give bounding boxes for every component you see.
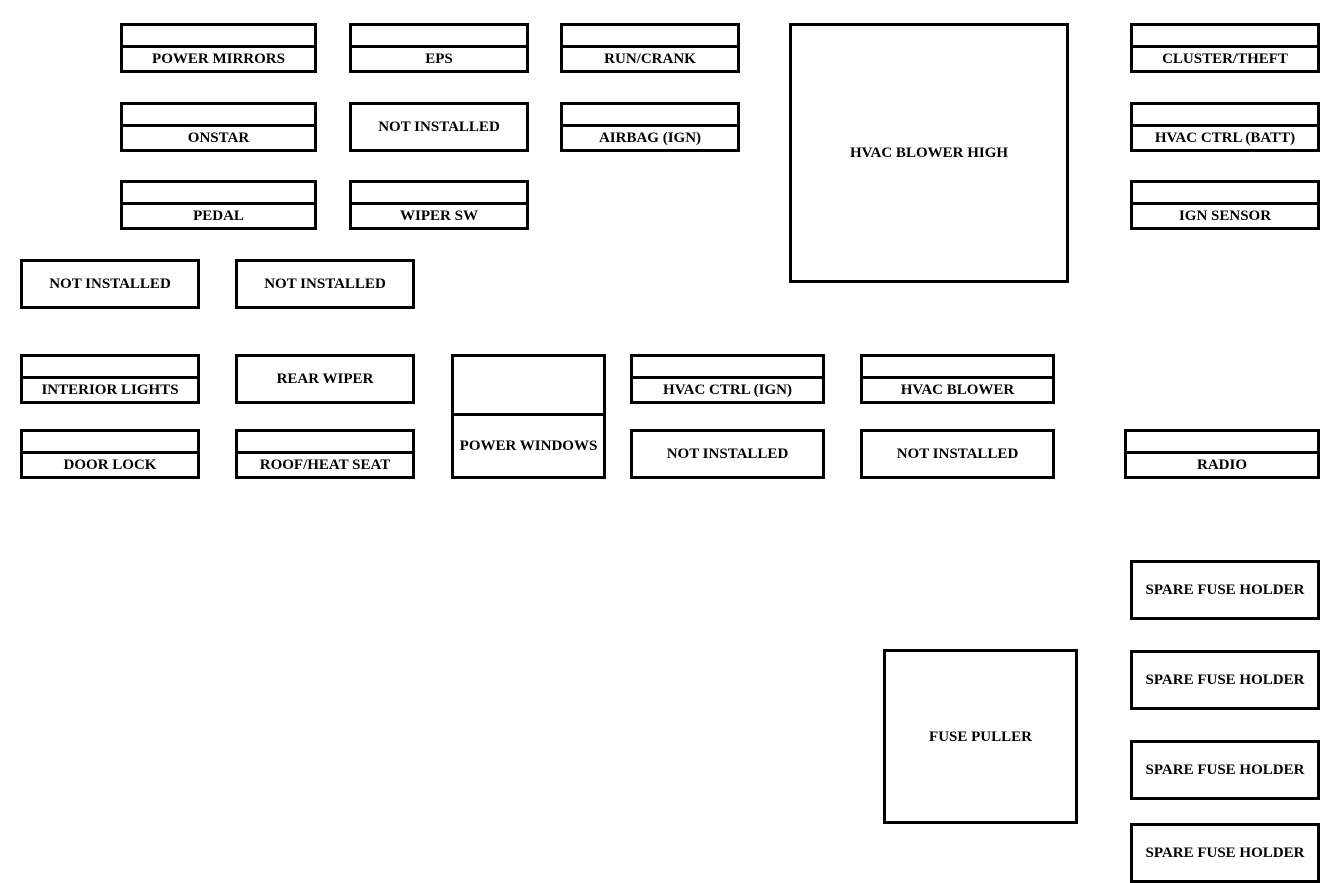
fuse-label: HVAC BLOWER	[863, 379, 1052, 402]
fuse-spare-2: SPARE FUSE HOLDER	[1130, 650, 1320, 710]
fuse-not-installed-4: NOT INSTALLED	[630, 429, 825, 479]
fuse-not-installed-1: NOT INSTALLED	[349, 102, 529, 152]
fuse-radio: RADIO	[1124, 429, 1320, 479]
fuse-slot-empty	[1133, 26, 1317, 48]
fuse-slot-empty	[23, 357, 197, 379]
fuse-spare-3: SPARE FUSE HOLDER	[1130, 740, 1320, 800]
fuse-label: CLUSTER/THEFT	[1133, 48, 1317, 71]
fuse-label: ONSTAR	[123, 127, 314, 150]
fuse-fuse-puller: FUSE PULLER	[883, 649, 1078, 824]
fuse-hvac-ctrl-ign: HVAC CTRL (IGN)	[630, 354, 825, 404]
fuse-slot-empty	[863, 357, 1052, 379]
fuse-slot-empty	[563, 105, 737, 127]
fuse-slot-empty	[563, 26, 737, 48]
fuse-label: PEDAL	[123, 205, 314, 228]
fuse-spare-4: SPARE FUSE HOLDER	[1130, 823, 1320, 883]
fuse-label: HVAC CTRL (BATT)	[1133, 127, 1317, 150]
fuse-not-installed-5: NOT INSTALLED	[860, 429, 1055, 479]
fuse-hvac-blower: HVAC BLOWER	[860, 354, 1055, 404]
fuse-eps: EPS	[349, 23, 529, 73]
fuse-label: POWER MIRRORS	[123, 48, 314, 71]
fuse-label: EPS	[352, 48, 526, 71]
fuse-hvac-blower-high: HVAC BLOWER HIGH	[789, 23, 1069, 283]
fuse-power-windows: POWER WINDOWS	[451, 354, 606, 479]
fuse-slot-empty	[1133, 105, 1317, 127]
fuse-run-crank: RUN/CRANK	[560, 23, 740, 73]
fuse-door-lock: DOOR LOCK	[20, 429, 200, 479]
fuse-slot-empty	[454, 357, 603, 416]
fuse-slot-empty	[1127, 432, 1317, 454]
fuse-slot-empty	[123, 26, 314, 48]
fuse-rear-wiper: REAR WIPER	[235, 354, 415, 404]
fuse-ign-sensor: IGN SENSOR	[1130, 180, 1320, 230]
fuse-slot-empty	[123, 105, 314, 127]
fuse-label: INTERIOR LIGHTS	[23, 379, 197, 402]
fuse-label: DOOR LOCK	[23, 454, 197, 477]
fuse-not-installed-3: NOT INSTALLED	[235, 259, 415, 309]
fuse-slot-empty	[23, 432, 197, 454]
fuse-slot-empty	[352, 183, 526, 205]
fuse-label: RUN/CRANK	[563, 48, 737, 71]
fuse-interior-lights: INTERIOR LIGHTS	[20, 354, 200, 404]
fuse-pedal: PEDAL	[120, 180, 317, 230]
fuse-hvac-ctrl-batt: HVAC CTRL (BATT)	[1130, 102, 1320, 152]
fuse-power-mirrors: POWER MIRRORS	[120, 23, 317, 73]
fuse-label: ROOF/HEAT SEAT	[238, 454, 412, 477]
fuse-label: POWER WINDOWS	[454, 416, 603, 476]
fuse-label: RADIO	[1127, 454, 1317, 477]
fuse-onstar: ONSTAR	[120, 102, 317, 152]
fuse-slot-empty	[123, 183, 314, 205]
fuse-slot-empty	[633, 357, 822, 379]
fuse-wiper-sw: WIPER SW	[349, 180, 529, 230]
fuse-slot-empty	[238, 432, 412, 454]
fuse-slot-empty	[352, 26, 526, 48]
fuse-roof-heat-seat: ROOF/HEAT SEAT	[235, 429, 415, 479]
fuse-spare-1: SPARE FUSE HOLDER	[1130, 560, 1320, 620]
fuse-label: WIPER SW	[352, 205, 526, 228]
fuse-cluster-theft: CLUSTER/THEFT	[1130, 23, 1320, 73]
fuse-slot-empty	[1133, 183, 1317, 205]
fuse-airbag-ign: AIRBAG (IGN)	[560, 102, 740, 152]
fuse-not-installed-2: NOT INSTALLED	[20, 259, 200, 309]
fuse-label: IGN SENSOR	[1133, 205, 1317, 228]
fuse-label: AIRBAG (IGN)	[563, 127, 737, 150]
fuse-label: HVAC CTRL (IGN)	[633, 379, 822, 402]
